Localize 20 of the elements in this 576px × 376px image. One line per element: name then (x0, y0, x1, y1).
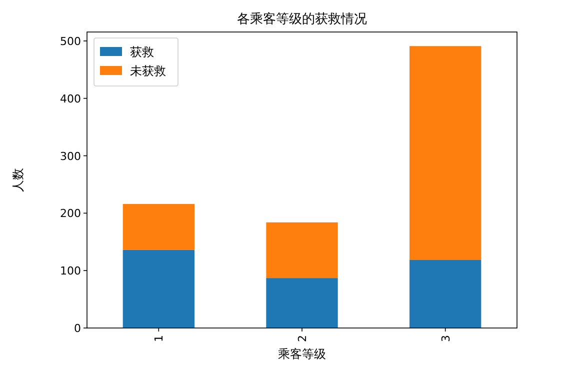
bar (122, 204, 194, 250)
y-tick-label: 100 (60, 264, 81, 278)
bar (410, 260, 482, 328)
bar (122, 250, 194, 328)
y-axis-title: 人数 (11, 168, 25, 192)
y-tick-label: 200 (60, 207, 81, 220)
bar (410, 46, 482, 260)
x-axis-title: 乘客等级 (278, 347, 326, 361)
y-tick-label: 500 (60, 34, 81, 48)
y-tick-label: 0 (74, 322, 81, 335)
legend-label: 未获救 (130, 64, 166, 78)
y-tick-label: 400 (60, 92, 81, 106)
bar (266, 278, 338, 328)
legend-label: 获救 (130, 45, 154, 59)
chart-title: 各乘客等级的获救情况 (237, 11, 367, 27)
y-tick-label: 300 (60, 150, 81, 163)
x-tick-label: 1 (152, 335, 166, 342)
x-tick-label: 2 (296, 335, 309, 342)
bar (266, 222, 338, 278)
x-tick-label: 3 (439, 335, 452, 342)
